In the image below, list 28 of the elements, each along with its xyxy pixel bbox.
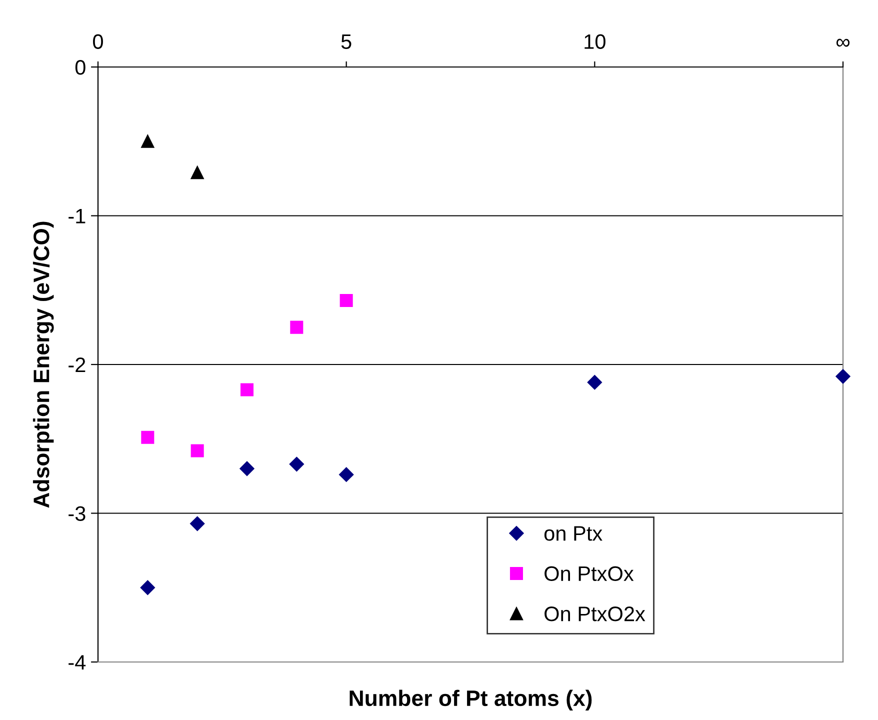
point <box>339 467 354 482</box>
point <box>141 134 154 148</box>
y-tick-label: -1 <box>68 208 86 224</box>
point <box>587 375 602 390</box>
legend-label: on Ptx <box>544 526 602 541</box>
y-tick-label: -4 <box>68 655 86 670</box>
y-tick-label: -3 <box>68 506 86 522</box>
point <box>240 383 254 396</box>
x-axis-title: Number of Pt atoms (x) <box>350 690 592 710</box>
point <box>140 580 155 595</box>
point <box>836 369 850 384</box>
x-tick-label: 0 <box>93 34 103 49</box>
point <box>340 294 353 308</box>
x-tick-label: 10 <box>584 34 606 49</box>
legend-label: On PtxO2x <box>544 606 646 622</box>
point <box>190 166 204 180</box>
x-tick-label: 5 <box>341 34 352 49</box>
point <box>240 461 254 476</box>
point <box>141 430 154 444</box>
point <box>289 456 304 472</box>
point <box>290 320 304 334</box>
point <box>190 516 205 531</box>
y-tick-label: 0 <box>75 60 86 75</box>
legend-label: On PtxOx <box>544 566 634 582</box>
point <box>190 444 204 458</box>
x-tick-label: ∞ <box>836 38 850 47</box>
y-axis-title: Adsorption Energy (eV/CO) <box>32 222 54 508</box>
y-tick-label: -2 <box>68 358 86 372</box>
